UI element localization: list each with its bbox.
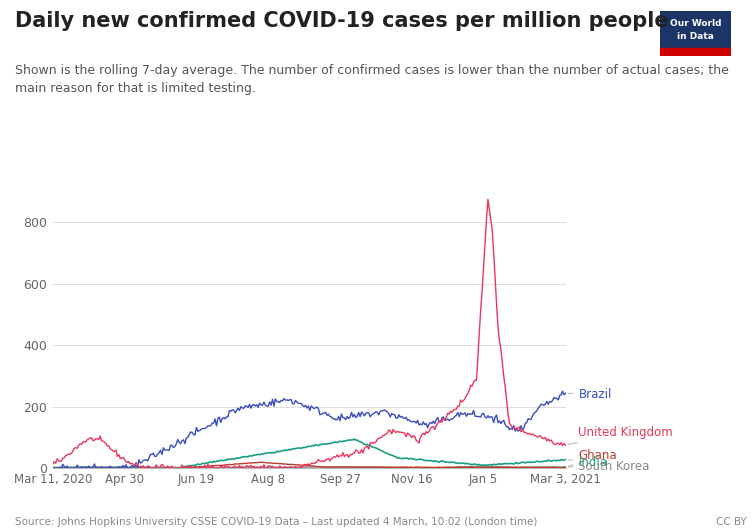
Text: South Korea: South Korea bbox=[569, 460, 650, 473]
Text: CC BY: CC BY bbox=[716, 517, 746, 527]
Text: Shown is the rolling 7-day average. The number of confirmed cases is lower than : Shown is the rolling 7-day average. The … bbox=[15, 64, 729, 95]
Text: in Data: in Data bbox=[677, 32, 714, 41]
Text: Daily new confirmed COVID-19 cases per million people: Daily new confirmed COVID-19 cases per m… bbox=[15, 11, 669, 31]
Text: Ghana: Ghana bbox=[568, 450, 617, 467]
Text: United Kingdom: United Kingdom bbox=[569, 426, 673, 445]
Text: Our World: Our World bbox=[670, 19, 722, 28]
Text: Source: Johns Hopkins University CSSE COVID-19 Data – Last updated 4 March, 10:0: Source: Johns Hopkins University CSSE CO… bbox=[15, 517, 538, 527]
Text: Brazil: Brazil bbox=[569, 388, 611, 401]
Bar bbox=[660, 48, 731, 56]
Text: India: India bbox=[569, 455, 608, 469]
